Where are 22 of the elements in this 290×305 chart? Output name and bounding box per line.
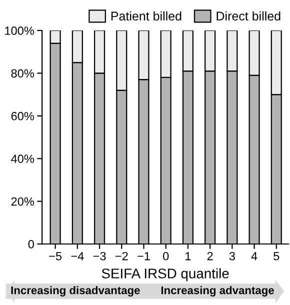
y-tick-label: 20% <box>11 197 34 206</box>
x-tick-label: 0 <box>163 252 169 260</box>
y-tick-label: 0 <box>28 240 34 248</box>
x-tick-label: 1 <box>186 252 191 260</box>
y-tick-label: 100% <box>5 26 34 35</box>
x-tick-label: 5 <box>274 252 280 260</box>
legend-label: Direct billed <box>216 11 280 21</box>
x-tick-label: −5 <box>49 252 62 260</box>
x-tick-label: 2 <box>207 252 213 260</box>
y-tick-label: 80% <box>11 69 34 78</box>
x-tick-label: −4 <box>71 252 84 260</box>
legend-label: Patient billed <box>111 11 182 21</box>
x-tick-label: −2 <box>115 252 128 260</box>
y-tick-label: 60% <box>11 112 34 120</box>
text: Increasing advantage <box>161 286 274 296</box>
y-tick-label: 40% <box>11 154 34 163</box>
x-tick-label: −1 <box>138 252 150 260</box>
x-tick-label: −3 <box>93 252 106 260</box>
x-tick-label: 4 <box>251 252 258 260</box>
x-axis-title: SEIFA IRSD quantile <box>102 268 229 282</box>
x-tick-label: 3 <box>229 252 235 260</box>
text: Increasing disadvantage <box>11 286 140 296</box>
